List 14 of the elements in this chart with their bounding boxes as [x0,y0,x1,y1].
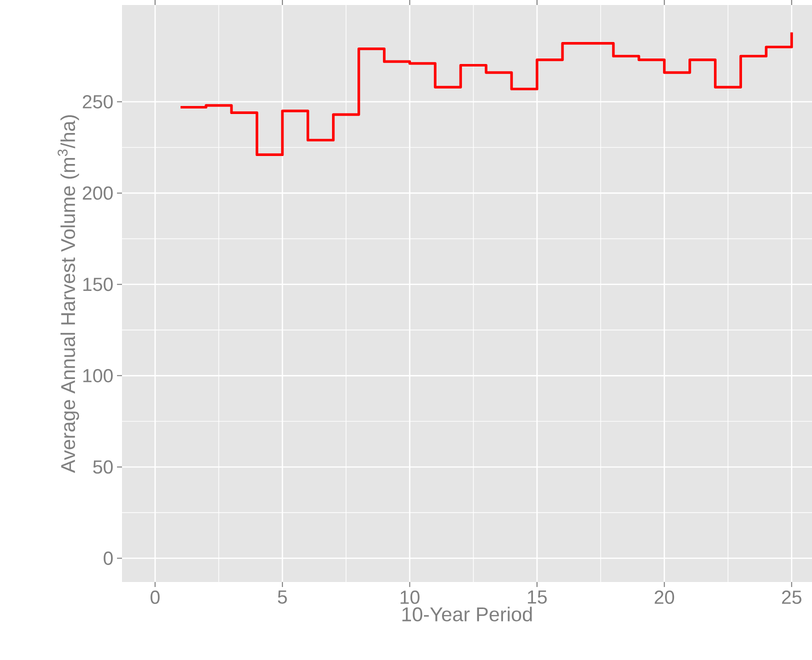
x-tick-label: 0 [150,590,160,604]
y-tick-label: 0 [104,552,113,565]
x-axis-title: 10-Year Period [402,606,532,622]
y-tick-label: 250 [82,95,113,108]
y-tick-label: 150 [83,278,113,292]
y-tick-label: 50 [93,460,113,474]
y-tick-label: 200 [82,186,113,200]
y-axis-title: Average Annual Harvest Volume (m$^{3}$/ha) [58,115,80,473]
x-tick-label: 5 [278,590,287,604]
x-tick-label: 25 [782,590,802,604]
x-tick-label: 20 [654,590,674,604]
x-tick-label: 10 [400,590,420,604]
x-tick-label: 15 [528,590,547,604]
y-tick-label: 100 [83,368,113,382]
